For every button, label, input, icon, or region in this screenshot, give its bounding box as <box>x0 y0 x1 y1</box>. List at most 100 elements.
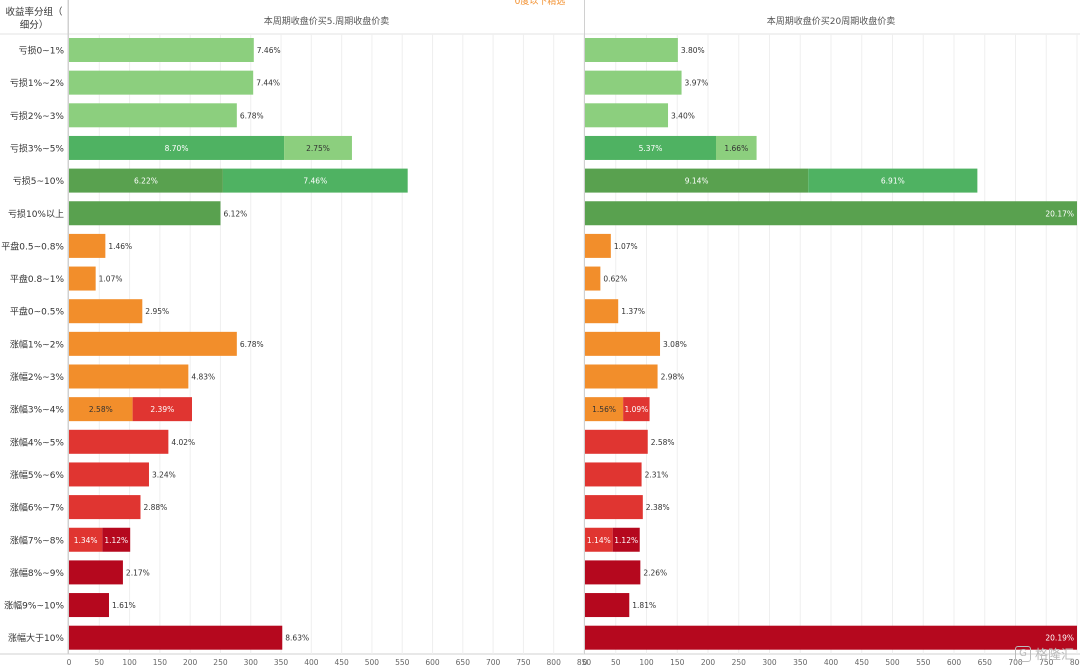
bar-value-label: 2.98% <box>661 373 685 382</box>
panel-title: 本周期收盘价买20周期收盘价卖 <box>767 15 895 27</box>
category-label: 亏损2%~3% <box>10 110 65 122</box>
bar-segment <box>585 364 658 389</box>
bar-segment <box>585 168 809 193</box>
bar-segment <box>585 299 619 324</box>
bar-value-label: 3.80% <box>681 46 705 55</box>
category-label: 亏损10%以上 <box>8 208 64 220</box>
bar-segment <box>69 103 237 128</box>
bar-value-label: 1.07% <box>99 275 123 284</box>
watermark-text: 格隆汇 <box>1034 648 1074 663</box>
bar-segment <box>585 201 1077 226</box>
bar-value-label: 2.38% <box>646 503 670 512</box>
bar-value-label: 8.63% <box>285 634 309 643</box>
bar-segment <box>623 397 650 422</box>
bar-value-label: 6.78% <box>240 340 264 349</box>
bar-value-label: 1.09% <box>624 405 648 414</box>
x-tick-label: 650 <box>978 658 993 667</box>
bar-value-label: 2.26% <box>643 568 667 577</box>
bar-segment <box>585 495 643 520</box>
bar-value-label: 1.34% <box>74 536 98 545</box>
bar-value-label: 1.14% <box>587 536 611 545</box>
bar-segment <box>715 135 757 160</box>
bar-segment <box>585 266 601 291</box>
bar-value-label: 9.14% <box>685 177 709 186</box>
bar-value-label: 4.83% <box>191 373 215 382</box>
bar-value-label: 6.78% <box>240 111 264 120</box>
bar-value-label: 2.31% <box>645 470 669 479</box>
bar-value-label: 1.37% <box>621 307 645 316</box>
bar-value-label: 6.91% <box>881 177 905 186</box>
bar-value-label: 4.02% <box>171 438 195 447</box>
bar-segment <box>69 495 141 520</box>
x-tick-label: 200 <box>183 658 198 667</box>
bar-value-label: 2.75% <box>306 144 330 153</box>
bar-segment <box>585 625 1077 650</box>
x-tick-label: 850 <box>577 658 592 667</box>
bar-value-label: 1.12% <box>614 536 638 545</box>
bar-segment <box>69 233 106 258</box>
x-tick-label: 400 <box>824 658 839 667</box>
bar-segment <box>69 527 103 552</box>
bar-value-label: 7.46% <box>257 46 281 55</box>
bar-value-label: 6.12% <box>223 209 247 218</box>
x-tick-label: 650 <box>456 658 471 667</box>
bar-value-label: 1.07% <box>614 242 638 251</box>
x-tick-label: 750 <box>1039 658 1054 667</box>
bar-segment <box>585 135 716 160</box>
x-tick-label: 800 <box>1070 658 1080 667</box>
x-tick-label: 0 <box>583 658 588 667</box>
bar-segment <box>69 331 237 356</box>
bar-segment <box>69 397 133 422</box>
bar-value-label: 20.19% <box>1045 634 1074 643</box>
bar-value-label: 0.62% <box>603 275 627 284</box>
bar-value-label: 2.17% <box>126 568 150 577</box>
bar-segment <box>69 429 169 454</box>
bar-segment <box>69 560 123 585</box>
category-label: 平盘0.8~1% <box>10 273 65 285</box>
bar-value-label: 7.44% <box>256 79 280 88</box>
bar-value-label: 1.81% <box>632 601 656 610</box>
x-tick-label: 400 <box>304 658 319 667</box>
bar-value-label: 2.39% <box>150 405 174 414</box>
bar-value-label: 3.08% <box>663 340 687 349</box>
bar-segment <box>222 168 408 193</box>
bar-segment <box>585 397 624 422</box>
x-tick-label: 450 <box>855 658 870 667</box>
bar-segment <box>69 168 223 193</box>
bar-value-label: 1.56% <box>592 405 616 414</box>
x-tick-label: 0 <box>67 658 72 667</box>
category-label: 亏损0~1% <box>18 45 64 57</box>
x-tick-label: 200 <box>701 658 716 667</box>
x-tick-label: 500 <box>365 658 380 667</box>
bar-segment <box>69 135 285 160</box>
x-tick-label: 150 <box>153 658 168 667</box>
x-tick-label: 750 <box>516 658 531 667</box>
category-label: 涨幅大于10% <box>8 632 64 644</box>
category-label: 涨幅3%~4% <box>10 404 65 416</box>
bar-segment <box>808 168 978 193</box>
category-label: 涨幅7%~8% <box>10 534 65 546</box>
category-label: 涨幅6%~7% <box>10 502 65 514</box>
x-tick-label: 600 <box>425 658 440 667</box>
bar-segment <box>585 527 613 552</box>
category-label: 涨幅9%~10% <box>4 600 64 612</box>
bar-segment <box>585 70 682 95</box>
bar-value-label: 2.58% <box>89 405 113 414</box>
x-tick-label: 700 <box>486 658 501 667</box>
bar-segment <box>585 560 641 585</box>
x-tick-label: 300 <box>244 658 259 667</box>
x-tick-label: 550 <box>395 658 410 667</box>
x-tick-label: 350 <box>793 658 808 667</box>
bar-value-label: 1.66% <box>724 144 748 153</box>
row-header: 收益率分组（ 细分） <box>0 6 68 32</box>
bar-segment <box>69 299 143 324</box>
x-tick-label: 100 <box>639 658 654 667</box>
row-header-line-2: 细分） <box>19 20 49 31</box>
bar-segment <box>69 38 254 62</box>
bar-value-label: 7.46% <box>303 177 327 186</box>
x-tick-label: 150 <box>670 658 685 667</box>
bar-segment <box>69 462 149 487</box>
bar-segment <box>585 593 630 618</box>
bar-segment <box>585 38 678 62</box>
